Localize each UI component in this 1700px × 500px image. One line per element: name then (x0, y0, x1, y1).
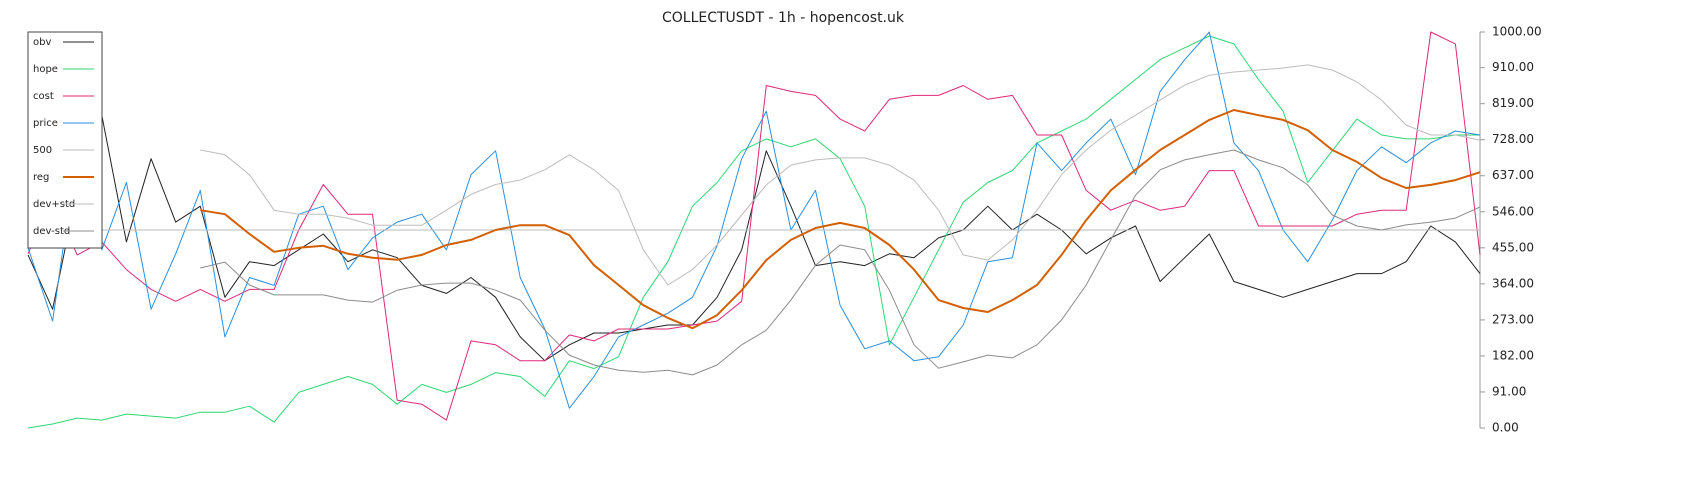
legend-label: dev-std (33, 226, 70, 237)
y-tick-label: 546.00 (1492, 204, 1534, 218)
line-series (27, 35, 1480, 429)
line-series (200, 109, 1481, 330)
line-series (200, 149, 1481, 376)
y-tick-label: 910.00 (1492, 60, 1534, 74)
y-tick-label: 364.00 (1492, 276, 1534, 290)
y-tick-label: 0.00 (1492, 421, 1519, 435)
legend: obv hope cost price 500 reg dev+std dev-std (27, 31, 103, 249)
line-series (27, 114, 1481, 362)
y-tick-label: 819.00 (1492, 96, 1534, 110)
legend-label: price (33, 118, 58, 129)
y-tick-label: 91.00 (1492, 384, 1526, 398)
legend-label: hope (33, 64, 58, 75)
legend-label: obv (33, 37, 51, 48)
line-series (27, 31, 1481, 409)
legend-box (27, 31, 103, 249)
legend-label: dev+std (33, 199, 75, 210)
legend-label: cost (33, 91, 54, 102)
y-tick-label: 1000.00 (1492, 25, 1542, 39)
chart-title: COLLECTUSDT - 1h - hopencost.uk (662, 10, 905, 26)
legend-label: reg (33, 172, 49, 183)
y-tick-label: 182.00 (1492, 348, 1534, 362)
y-tick-label: 637.00 (1492, 168, 1534, 182)
line-series (27, 31, 1481, 421)
legend-label: 500 (33, 145, 52, 156)
line-series (200, 64, 1481, 286)
y-tick-label: 273.00 (1492, 312, 1534, 326)
y-tick-label: 455.00 (1492, 240, 1534, 254)
y-tick-label: 728.00 (1492, 132, 1534, 146)
